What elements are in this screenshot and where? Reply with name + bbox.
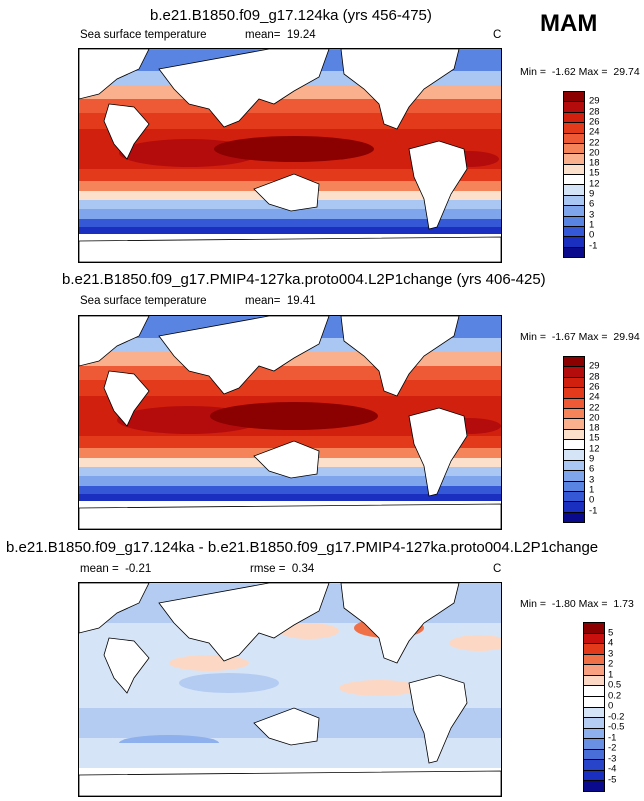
panel1-colorbar-labels: 29 28 26 24 22 20 18 15 12 9 6 3 1 0 -1 <box>589 95 600 251</box>
panel3-mean-label: mean = -0.21 <box>80 563 152 575</box>
panel2-map <box>78 315 502 530</box>
panel2-colorbar <box>563 356 585 523</box>
panel3-units: C <box>493 563 502 575</box>
panel1-minmax: Min = -1.62 Max = 29.74 <box>520 66 640 78</box>
panel1-variable-label: Sea surface temperature <box>80 29 207 41</box>
panel1-mean-value: 19.24 <box>286 29 316 41</box>
panel3-minmax: Min = -1.80 Max = 1.73 <box>520 598 634 610</box>
panel1-colorbar <box>563 91 585 258</box>
panel2-title: b.e21.B1850.f09_g17.PMIP4-127ka.proto004… <box>62 271 546 288</box>
panel2-mean-value: 19.41 <box>286 295 316 307</box>
panel3-mean-value: -0.21 <box>125 563 152 575</box>
panel3-difference-field <box>79 583 501 796</box>
panel1-title: b.e21.B1850.f09_g17.124ka (yrs 456-475) <box>150 7 432 24</box>
panel2-sst-field <box>79 316 501 529</box>
panel1-units: C <box>493 29 502 41</box>
panel2-minmax: Min = -1.67 Max = 29.94 <box>520 331 640 343</box>
panel3-rmse-label: rmse = 0.34 <box>250 563 315 575</box>
panel3-rmse-value: 0.34 <box>291 563 315 575</box>
panel3-title: b.e21.B1850.f09_g17.124ka - b.e21.B1850.… <box>6 539 599 556</box>
panel1-sst-field <box>79 49 501 262</box>
panel1-mean-label: mean= 19.24 <box>245 29 316 41</box>
panel2-colorbar-labels: 29 28 26 24 22 20 18 15 12 9 6 3 1 0 -1 <box>589 360 600 516</box>
panel2-mean-label: mean= 19.41 <box>245 295 316 307</box>
panel3-colorbar-labels: 5 4 3 2 1 0.5 0.2 0 -0.2 -0.5 -1 -2 -3 -4 -5 <box>608 627 625 785</box>
panel2-variable-label: Sea surface temperature <box>80 295 207 307</box>
season-label: MAM <box>540 10 598 37</box>
panel3-colorbar <box>583 622 605 792</box>
panel3-map <box>78 582 502 797</box>
panel1-map <box>78 48 502 263</box>
